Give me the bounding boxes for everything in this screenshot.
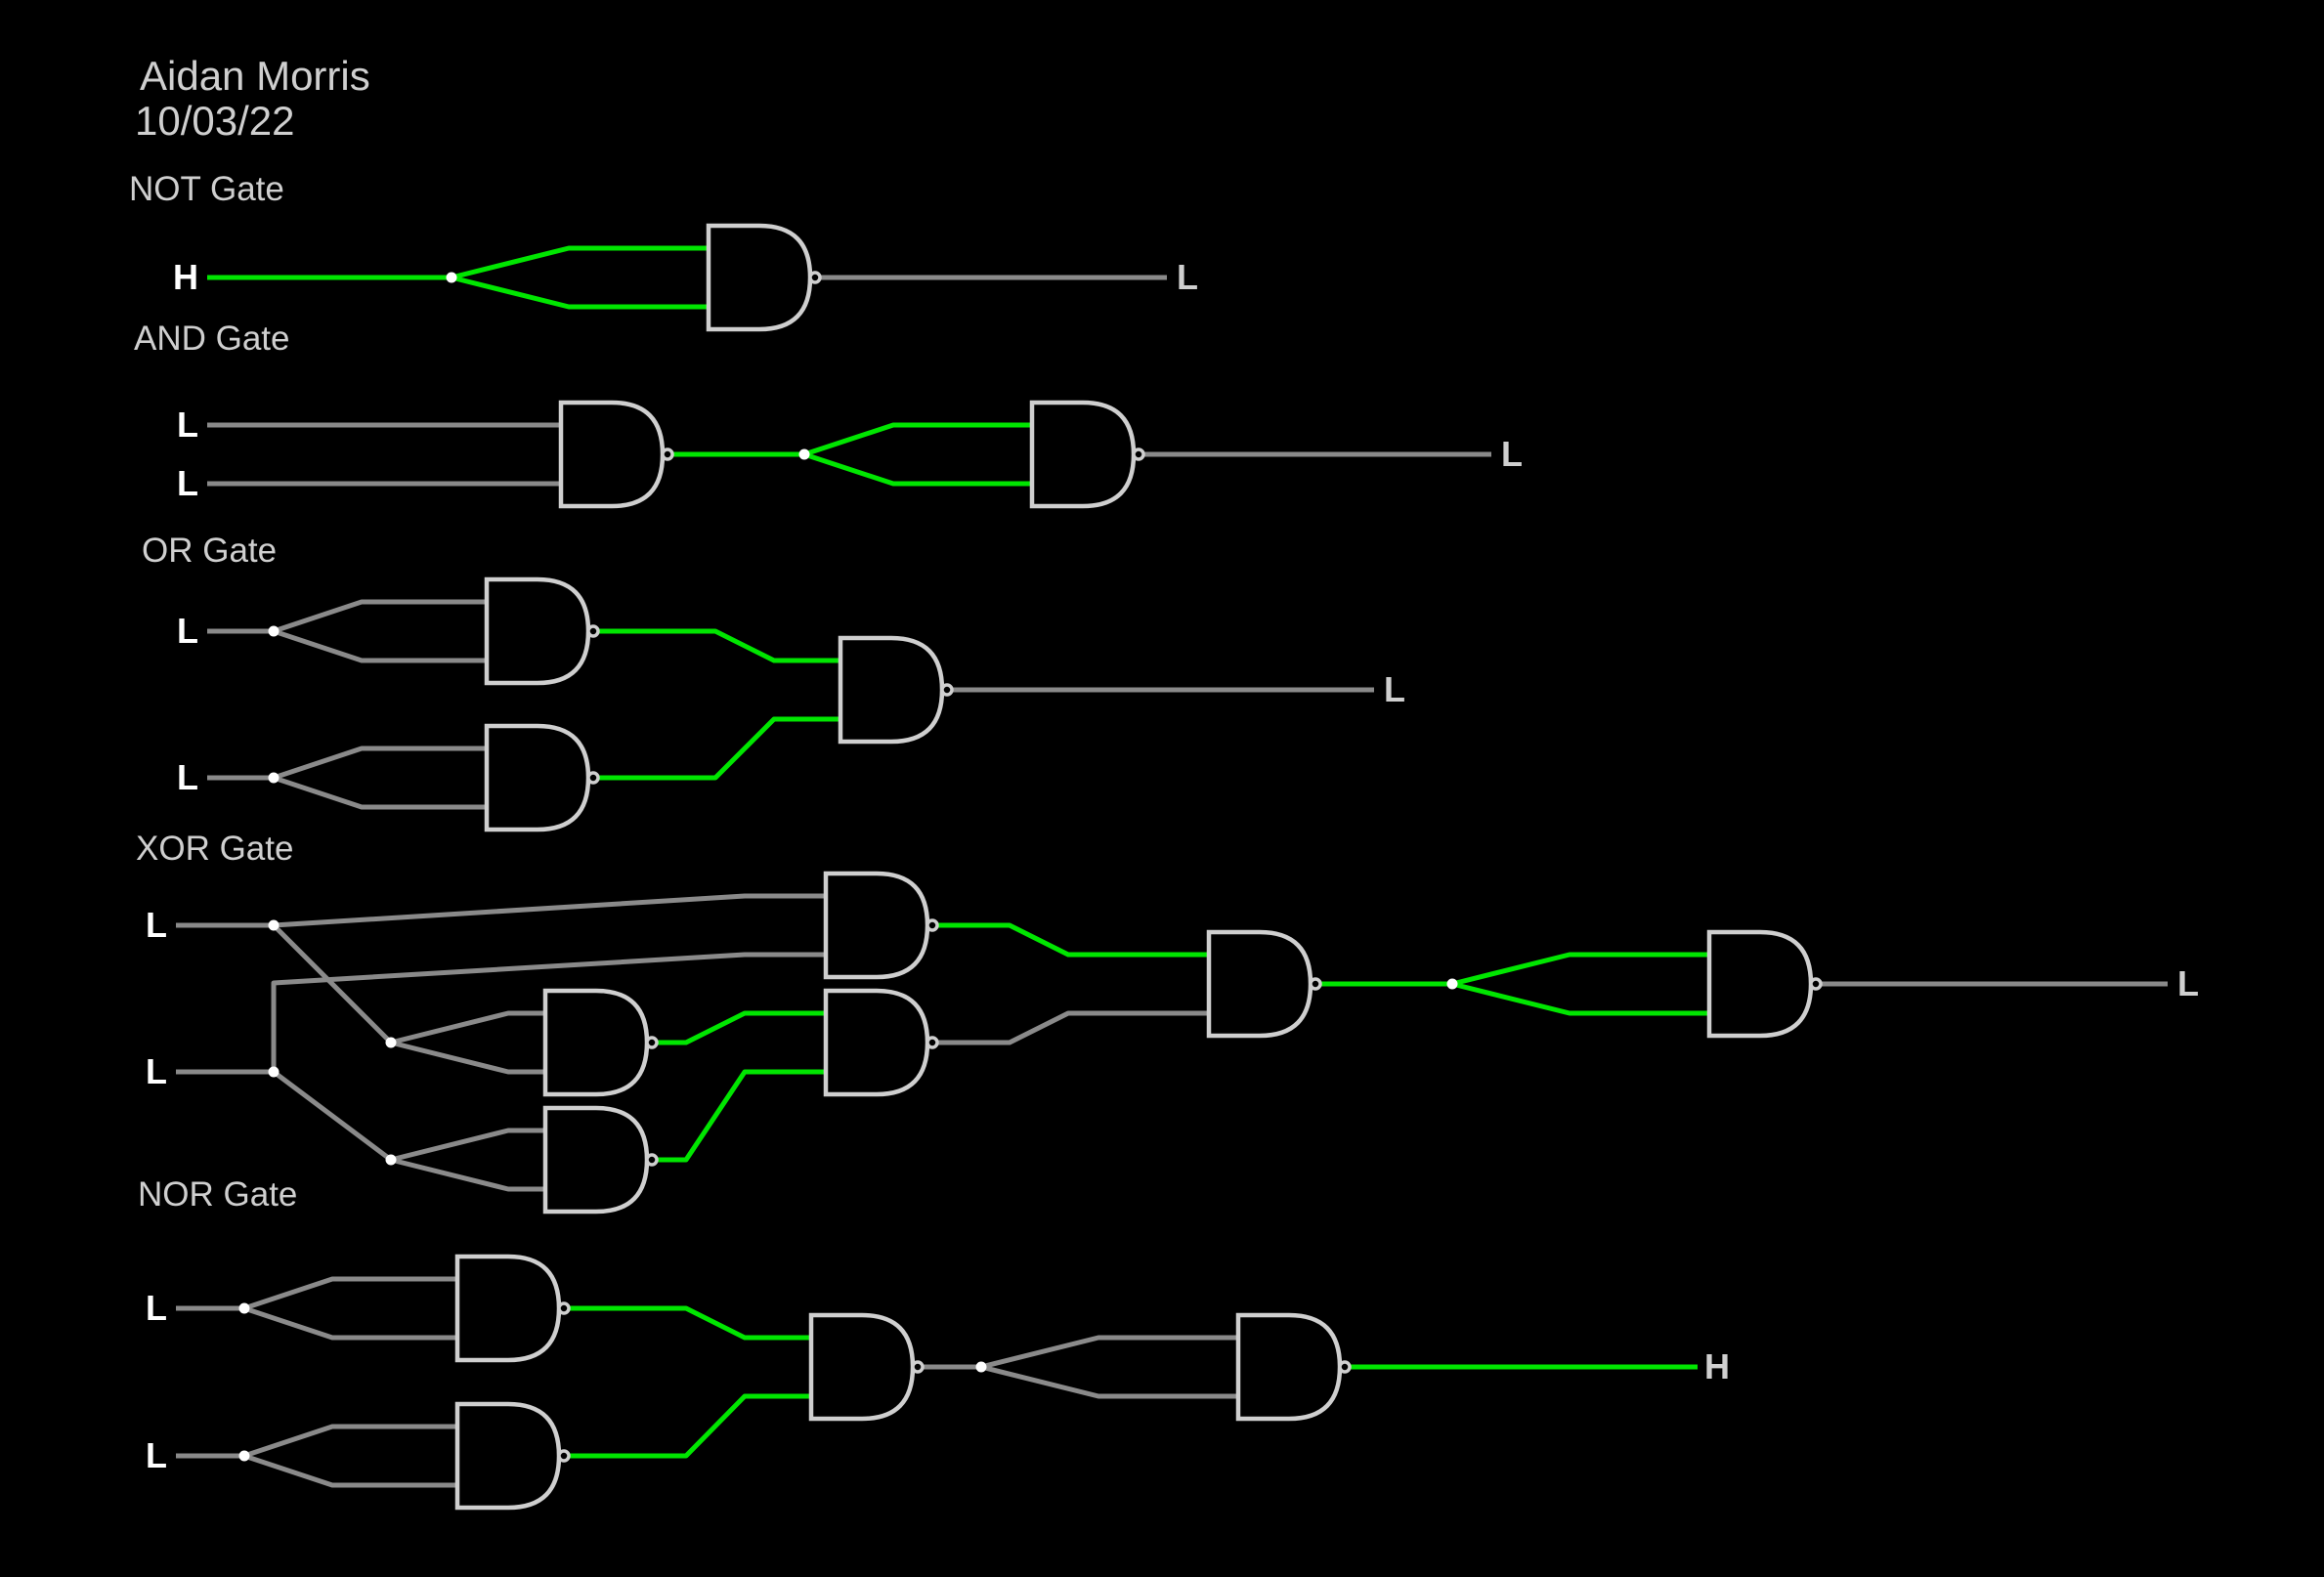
date-text: 10/03/22	[135, 98, 295, 144]
and-junction	[798, 448, 810, 460]
not-nand-gate	[706, 223, 813, 332]
xor-junction-b	[268, 1066, 280, 1078]
output-bubble	[645, 1036, 659, 1049]
xor-split-out-top	[1451, 952, 1709, 987]
nor-input-label-a: L	[146, 1288, 167, 1328]
xor-b-to-gate1	[271, 952, 826, 1072]
nor-split-b-bottom	[243, 1453, 457, 1488]
xor-output-label: L	[2177, 963, 2199, 1003]
and-split-wire-bottom	[803, 451, 1032, 487]
or-split-a-bottom	[273, 628, 487, 663]
output-bubble	[557, 1301, 571, 1315]
output-bubble	[925, 1036, 939, 1049]
nor-junction-a	[238, 1302, 250, 1314]
xor-nand-gate-4	[542, 1105, 650, 1215]
nor-nand-gate-a	[454, 1254, 562, 1363]
xor-input-label-b: L	[146, 1051, 167, 1091]
nor-split-a-top	[243, 1276, 457, 1311]
xor-input-label-a: L	[146, 905, 167, 945]
not-junction	[446, 272, 457, 283]
output-bubble	[661, 448, 674, 461]
or-input-label-a: L	[177, 611, 198, 651]
output-bubble	[925, 918, 939, 932]
or-input-label-b: L	[177, 757, 198, 797]
xor-b-diagonal	[272, 1070, 393, 1162]
nor-mid-wire-a	[568, 1305, 811, 1341]
nor-nand-gate-b	[454, 1401, 562, 1511]
or-junction-b	[268, 772, 280, 784]
output-bubble	[911, 1360, 925, 1374]
author-name: Aidan Morris	[140, 53, 370, 99]
and-nand-gate-1	[558, 400, 666, 509]
nor-mid-wire-b	[568, 1393, 811, 1459]
xor-junction-out	[1446, 978, 1458, 990]
not-split-wire-top	[451, 245, 709, 280]
or-nand-gate-out	[838, 635, 945, 745]
section-label-not: NOT Gate	[129, 170, 284, 208]
xor-a-to-gate1	[273, 893, 826, 928]
output-bubble	[645, 1153, 659, 1167]
or-mid-wire-a	[597, 628, 840, 663]
xor-nand-gate-6	[1706, 929, 1814, 1039]
xor-split-a-bottom	[390, 1040, 545, 1075]
xor-nand-gate-5	[1206, 929, 1313, 1039]
not-output-label: L	[1177, 257, 1198, 297]
output-bubble	[1309, 977, 1322, 991]
xor-nand-gate-3	[823, 988, 930, 1097]
nor-junction-out	[975, 1361, 987, 1373]
nor-split-out-bottom	[980, 1364, 1238, 1399]
nor-junction-b	[238, 1450, 250, 1462]
output-bubble	[1338, 1360, 1352, 1374]
xor-split-a-top	[390, 1010, 545, 1045]
xor-split-b-top	[390, 1128, 545, 1163]
or-split-b-bottom	[273, 775, 487, 810]
output-bubble	[586, 624, 600, 638]
xor-gate3-to-gate5	[936, 1010, 1209, 1045]
xor-split-b-bottom	[390, 1157, 545, 1192]
not-input-label: H	[173, 257, 198, 297]
nor-split-out-top	[980, 1335, 1238, 1370]
section-label-nor: NOR Gate	[138, 1175, 298, 1214]
output-bubble	[940, 683, 954, 697]
xor-junction-d	[385, 1154, 397, 1166]
xor-gate2-to-gate3	[656, 1010, 826, 1045]
section-label-or: OR Gate	[142, 532, 278, 570]
or-mid-wire-b	[597, 716, 840, 781]
section-label-and: AND Gate	[134, 320, 290, 358]
xor-gate1-to-gate5	[936, 922, 1209, 958]
and-input-label-a: L	[177, 405, 198, 445]
and-nand-gate-2	[1029, 400, 1137, 509]
output-bubble	[586, 771, 600, 785]
nor-output-label: H	[1704, 1346, 1730, 1386]
not-split-wire-bottom	[451, 275, 709, 310]
xor-junction-a	[268, 919, 280, 931]
output-bubble	[808, 271, 822, 284]
and-output-label: L	[1501, 434, 1523, 474]
or-nand-gate-b	[484, 723, 591, 832]
xor-a-diagonal	[272, 923, 393, 1044]
nor-nand-gate-out	[1235, 1312, 1343, 1422]
xor-split-out-bottom	[1451, 981, 1709, 1016]
xor-junction-c	[385, 1037, 397, 1048]
or-output-label: L	[1384, 669, 1405, 709]
xor-gate4-to-gate3	[656, 1069, 826, 1163]
and-split-wire-top	[803, 422, 1032, 457]
or-junction-a	[268, 625, 280, 637]
or-nand-gate-a	[484, 576, 591, 686]
output-bubble	[1809, 977, 1823, 991]
nor-nand-gate-mid	[808, 1312, 916, 1422]
or-split-a-top	[273, 599, 487, 634]
or-split-b-top	[273, 746, 487, 781]
section-label-xor: XOR Gate	[136, 830, 294, 868]
nor-split-a-bottom	[243, 1305, 457, 1341]
nor-split-b-top	[243, 1424, 457, 1459]
xor-nand-gate-1	[823, 871, 930, 980]
output-bubble	[1132, 448, 1145, 461]
xor-nand-gate-2	[542, 988, 650, 1097]
and-input-label-b: L	[177, 463, 198, 503]
output-bubble	[557, 1449, 571, 1463]
nor-input-label-b: L	[146, 1435, 167, 1475]
